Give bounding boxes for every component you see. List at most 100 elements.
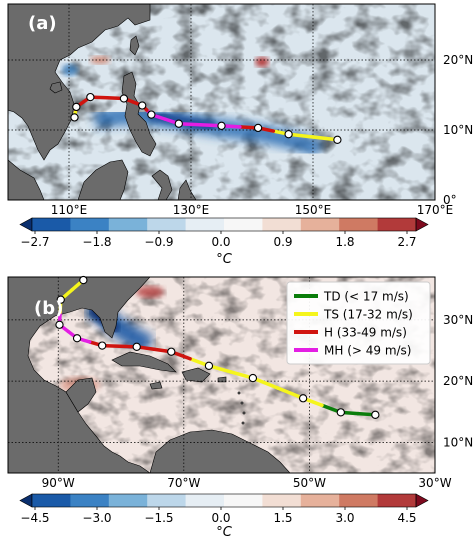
panel-b-land-puerto-rico [217, 376, 227, 383]
panel-a-land-hainan [49, 81, 63, 94]
panel-b-colorbar-extend-low [19, 493, 33, 508]
panel-a-track-point [333, 135, 342, 144]
panel-b-colorbar-bin [224, 494, 263, 507]
panel-b-colorbar-extend-high [415, 493, 429, 508]
panel-a-colorbar-tick-label: −0.9 [144, 235, 173, 249]
panel-a-track-point [284, 130, 293, 139]
panel-a-x-tick-label: 130°E [173, 203, 210, 217]
panel-b-track [55, 275, 380, 419]
panel-a-y-tick-label: 0° [443, 193, 457, 207]
panel-b-y-tick-label: 20°N [443, 374, 473, 388]
panel-b-colorbar-frame [31, 493, 417, 508]
panel-b-land-south-america [149, 429, 291, 473]
panel-b-colorbar-bin [147, 494, 186, 507]
panel-b-track-point [204, 361, 214, 370]
panel-b-label: (b) [34, 298, 63, 319]
panel-b-land-hispaniola [181, 367, 211, 383]
panel-b-track-point [72, 334, 82, 343]
panel-b-land-yucatan [65, 377, 97, 413]
panel-b-legend: TD (< 17 m/s) TS (17-32 m/s) H (33-49 m/s)… [286, 281, 431, 365]
panel-b-colorbar-tick-label: 3.0 [335, 511, 354, 525]
panel-a-colorbar-tick-label: 0.0 [211, 235, 230, 249]
panel-a-frame [7, 3, 436, 201]
panel-b-colorbar-tick-label: −3.0 [82, 511, 111, 525]
panel-b-track-point [132, 342, 141, 351]
legend-label-td: TD (< 17 m/s) [323, 290, 409, 304]
panel-a-colorbar-bin [70, 218, 110, 231]
panel-b-colorbar: −4.5 −3.0 −1.5 0.0 1.5 3.0 4.5 [19, 493, 429, 525]
panel-b-track-point [248, 373, 258, 383]
panel-b-colorbar-bin [300, 494, 340, 507]
panel-b-track-point [79, 275, 88, 285]
panel-a-ticks: 110°E 130°E 150°E 170°E 20°N 10°N 0° [51, 53, 474, 217]
panel-a-colorbar-tick-label: 1.8 [335, 235, 354, 249]
panel-b-x-tick-label: 70°W [167, 476, 200, 490]
panel-a-colorbar-extend-high [415, 217, 429, 232]
panel-a-colorbar-bin [262, 218, 302, 231]
panel-a-gridlines [8, 4, 435, 200]
panel-a-colorbar: −2.7 −1.8 −0.9 0.0 0.9 1.8 2.7 [19, 217, 429, 249]
panel-a-track-point [217, 121, 226, 130]
panel-b-ticks: 90°W 70°W 50°W 30°W 30°N 20°N 10°N [42, 313, 474, 490]
panel-a-x-tick-label: 170°E [417, 203, 454, 217]
panel-a-track-point [253, 123, 263, 133]
panel-a-track-point [138, 101, 147, 110]
panel-b-colorbar-tick-label: 4.5 [397, 511, 416, 525]
panel-a-land-taiwan [129, 35, 140, 56]
panel-a-x-tick-label: 150°E [295, 203, 332, 217]
panel-b-x-tick-label: 30°W [418, 476, 451, 490]
panel-b-track-point [167, 347, 176, 356]
panel-a-land-philippines [121, 71, 157, 157]
panel-a-colorbar-bin [339, 218, 378, 231]
panel-b-colorbar-tick-label: −1.5 [144, 511, 173, 525]
panel-a-x-tick-label: 110°E [51, 203, 88, 217]
panel-b-gridlines [8, 277, 435, 473]
panel-a-track-point [174, 119, 183, 128]
panel-b-land-cuba [111, 351, 177, 373]
panel-a-colorbar-frame [31, 217, 417, 232]
panel-b-track-point [336, 408, 345, 417]
panel-b-land-jamaica [149, 381, 163, 390]
panel-a-track-point [72, 102, 81, 112]
panel-b-track-point [56, 295, 65, 304]
panel-b-colorbar-bin [185, 494, 225, 507]
panel-a-map: 110°E 130°E 150°E 170°E 20°N 10°N 0° (a) [7, 3, 474, 217]
panel-a-colorbar-bin [185, 218, 225, 231]
panel-b-colorbar-bin [108, 494, 148, 507]
panel-a-land-sulawesi [151, 169, 173, 200]
panel-b-y-tick-label: 10°N [443, 435, 473, 449]
panel-b-colorbar-bin [70, 494, 110, 507]
legend-label-h: H (33-49 m/s) [324, 326, 407, 340]
panel-a-y-tick-label: 20°N [443, 53, 473, 67]
panel-b-colorbar-unit: °C [216, 525, 233, 540]
panel-a-track [70, 92, 342, 144]
panel-a-colorbar-tick-label: −2.7 [20, 235, 49, 249]
panel-b-colorbar-bin [339, 494, 378, 507]
panel-b-land-north-america [8, 277, 151, 473]
panel-b-track-point [55, 320, 64, 329]
legend-label-mh: MH (> 49 m/s) [324, 344, 412, 358]
panel-b-track-point [371, 410, 380, 419]
panel-b-track-point [98, 341, 107, 350]
panel-a-y-tick-label: 10°N [443, 123, 473, 137]
panel-b-x-tick-label: 50°W [293, 476, 326, 490]
panel-b-colorbar-tick-label: 0.0 [211, 511, 230, 525]
panel-b-colorbar-tick-label: −4.5 [20, 511, 49, 525]
panel-a-colorbar-bin [224, 218, 263, 231]
panel-b-map: 90°W 70°W 50°W 30°W 30°N 20°N 10°N (b) TD (< 1… [7, 275, 474, 490]
panel-a-track-point [70, 113, 79, 122]
panel-b-colorbar-tick-label: 1.5 [273, 511, 292, 525]
panel-a-colorbar-tick-label: 2.7 [397, 235, 416, 249]
panel-b-y-tick-label: 30°N [443, 313, 473, 327]
panel-a-colorbar-tick-label: 0.9 [273, 235, 292, 249]
panel-a-warm-anomaly [255, 57, 269, 67]
panel-b-track-segment [276, 386, 305, 401]
legend-frame [286, 281, 431, 365]
panel-a-colorbar-unit: °C [216, 252, 233, 267]
panel-a-land-borneo [77, 159, 129, 200]
panel-b-colorbar-bin [377, 494, 417, 507]
panel-a-land-malaysia [8, 159, 45, 200]
panel-b-track-point [298, 394, 308, 403]
panel-a-colorbar-bin [377, 218, 417, 231]
